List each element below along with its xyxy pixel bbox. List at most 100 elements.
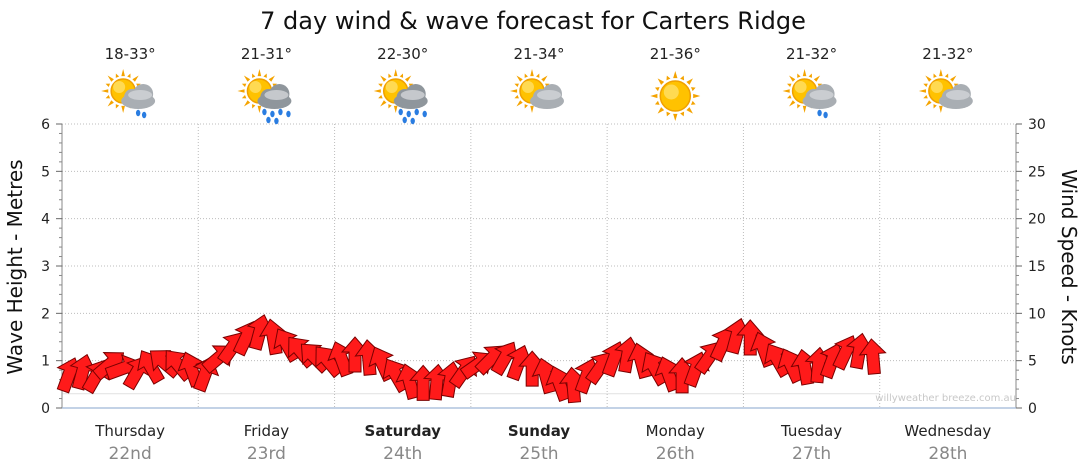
sun-ray xyxy=(680,75,685,81)
cloud-highlight xyxy=(264,90,289,100)
sun-rays xyxy=(782,69,827,113)
sun-ray xyxy=(107,75,114,82)
sun-ray xyxy=(378,83,383,87)
sun-ray xyxy=(393,105,398,113)
sun-ray xyxy=(939,105,943,113)
day-date: 25th xyxy=(519,444,558,464)
left-axis-label: Wave Height - Metres xyxy=(3,159,27,374)
rain-drop xyxy=(266,116,271,124)
day-name: Saturday xyxy=(365,422,442,440)
sun-ray xyxy=(243,100,251,107)
right-tick-label: 30 xyxy=(1028,117,1046,133)
rain-drop xyxy=(402,116,407,124)
wind-arrow-shape xyxy=(668,357,697,394)
sun-rays xyxy=(650,71,701,121)
sun-ray xyxy=(666,111,671,117)
sun-ray xyxy=(241,95,247,99)
wind-arrow xyxy=(736,319,765,356)
sun-ray xyxy=(808,73,812,78)
left-tick-label: 6 xyxy=(41,117,50,133)
wind-arrow-shape xyxy=(736,319,765,356)
sun-ray xyxy=(686,107,693,114)
sun-ray xyxy=(654,87,660,92)
rain-drop xyxy=(823,111,828,119)
sun-ray xyxy=(802,69,807,77)
wind-arrow-shape xyxy=(845,332,874,370)
left-tick-label: 0 xyxy=(41,401,50,417)
sun-ray xyxy=(541,75,548,82)
wind-arrow xyxy=(518,350,547,387)
sun-ray xyxy=(797,73,801,78)
rain-drop xyxy=(278,108,283,116)
right-tick-label: 20 xyxy=(1028,212,1046,228)
sun-ray xyxy=(380,100,387,107)
right-tick-label: 10 xyxy=(1028,306,1046,322)
rain-drop xyxy=(286,110,291,118)
day-footers: Thursday 22nd Friday 23rd Saturday 24th Sunday… xyxy=(94,422,991,464)
left-tick-label: 3 xyxy=(41,259,50,275)
sun-ray xyxy=(673,113,678,121)
sun-cloud-icon xyxy=(510,69,564,113)
sun-ray xyxy=(693,93,701,99)
sun-icon xyxy=(650,71,701,121)
cloud-highlight xyxy=(128,90,153,100)
sun-ray xyxy=(944,73,949,78)
sun-ray xyxy=(782,89,790,93)
right-axis: 0 5 10 15 20 25 30 xyxy=(1016,117,1046,417)
day-date: 28th xyxy=(928,444,967,464)
sun-ray xyxy=(243,75,251,82)
sun-ray xyxy=(257,69,262,77)
sun-highlight xyxy=(930,81,943,93)
rain-drop xyxy=(135,109,141,117)
cloud-highlight xyxy=(537,90,561,100)
sun-ray xyxy=(380,75,387,82)
sun-ray xyxy=(787,95,792,99)
wind-arrow-shape xyxy=(518,350,547,387)
rain-drop xyxy=(817,109,822,117)
sun-cloud-light-rain-icon xyxy=(782,69,837,119)
right-tick-label: 5 xyxy=(1028,354,1037,370)
sun-cloud-rain-icon xyxy=(373,69,428,125)
cloud-shape xyxy=(938,84,973,109)
left-tick-label: 2 xyxy=(41,306,50,322)
rain-drop xyxy=(410,117,415,125)
day-name: Sunday xyxy=(508,422,571,440)
cloud-shape xyxy=(257,84,292,109)
day-date: 24th xyxy=(383,444,422,464)
day-temperature: 21-34° xyxy=(513,45,564,63)
day-temperature: 21-32° xyxy=(922,45,973,63)
sun-ray xyxy=(510,89,518,93)
sun-ray xyxy=(654,100,660,105)
sun-ray xyxy=(939,69,943,77)
sun-ray xyxy=(237,89,245,93)
sun-ray xyxy=(121,105,125,113)
sun-cloud-rain-icon xyxy=(237,69,292,125)
sun-highlight xyxy=(385,81,398,93)
sun-highlight xyxy=(113,81,126,93)
sun-ray xyxy=(789,75,796,82)
sun-ray xyxy=(388,104,392,109)
right-tick-label: 25 xyxy=(1028,164,1046,180)
day-temperature: 21-36° xyxy=(650,45,701,63)
day-name: Friday xyxy=(244,422,290,440)
sun-ray xyxy=(933,104,937,109)
sun-ray xyxy=(530,105,534,113)
day-date: 22nd xyxy=(109,444,152,464)
sun-ray xyxy=(516,75,523,82)
sun-ray xyxy=(933,73,937,78)
sun-ray xyxy=(690,87,696,92)
sun-ray xyxy=(686,78,693,85)
watermark: willyweather breeze.com.au xyxy=(875,393,1016,404)
sun-ray xyxy=(101,89,109,93)
sun-ray xyxy=(536,73,540,78)
wind-arrow xyxy=(845,332,874,370)
right-tick-label: 15 xyxy=(1028,259,1046,275)
left-tick-label: 5 xyxy=(41,164,50,180)
rain-drop xyxy=(406,110,411,118)
sun-ray xyxy=(950,75,957,82)
sun-ray xyxy=(105,83,111,87)
day-date: 26th xyxy=(656,444,695,464)
left-tick-label: 1 xyxy=(41,354,50,370)
left-axis: 0 1 2 3 4 5 6 xyxy=(41,117,62,417)
